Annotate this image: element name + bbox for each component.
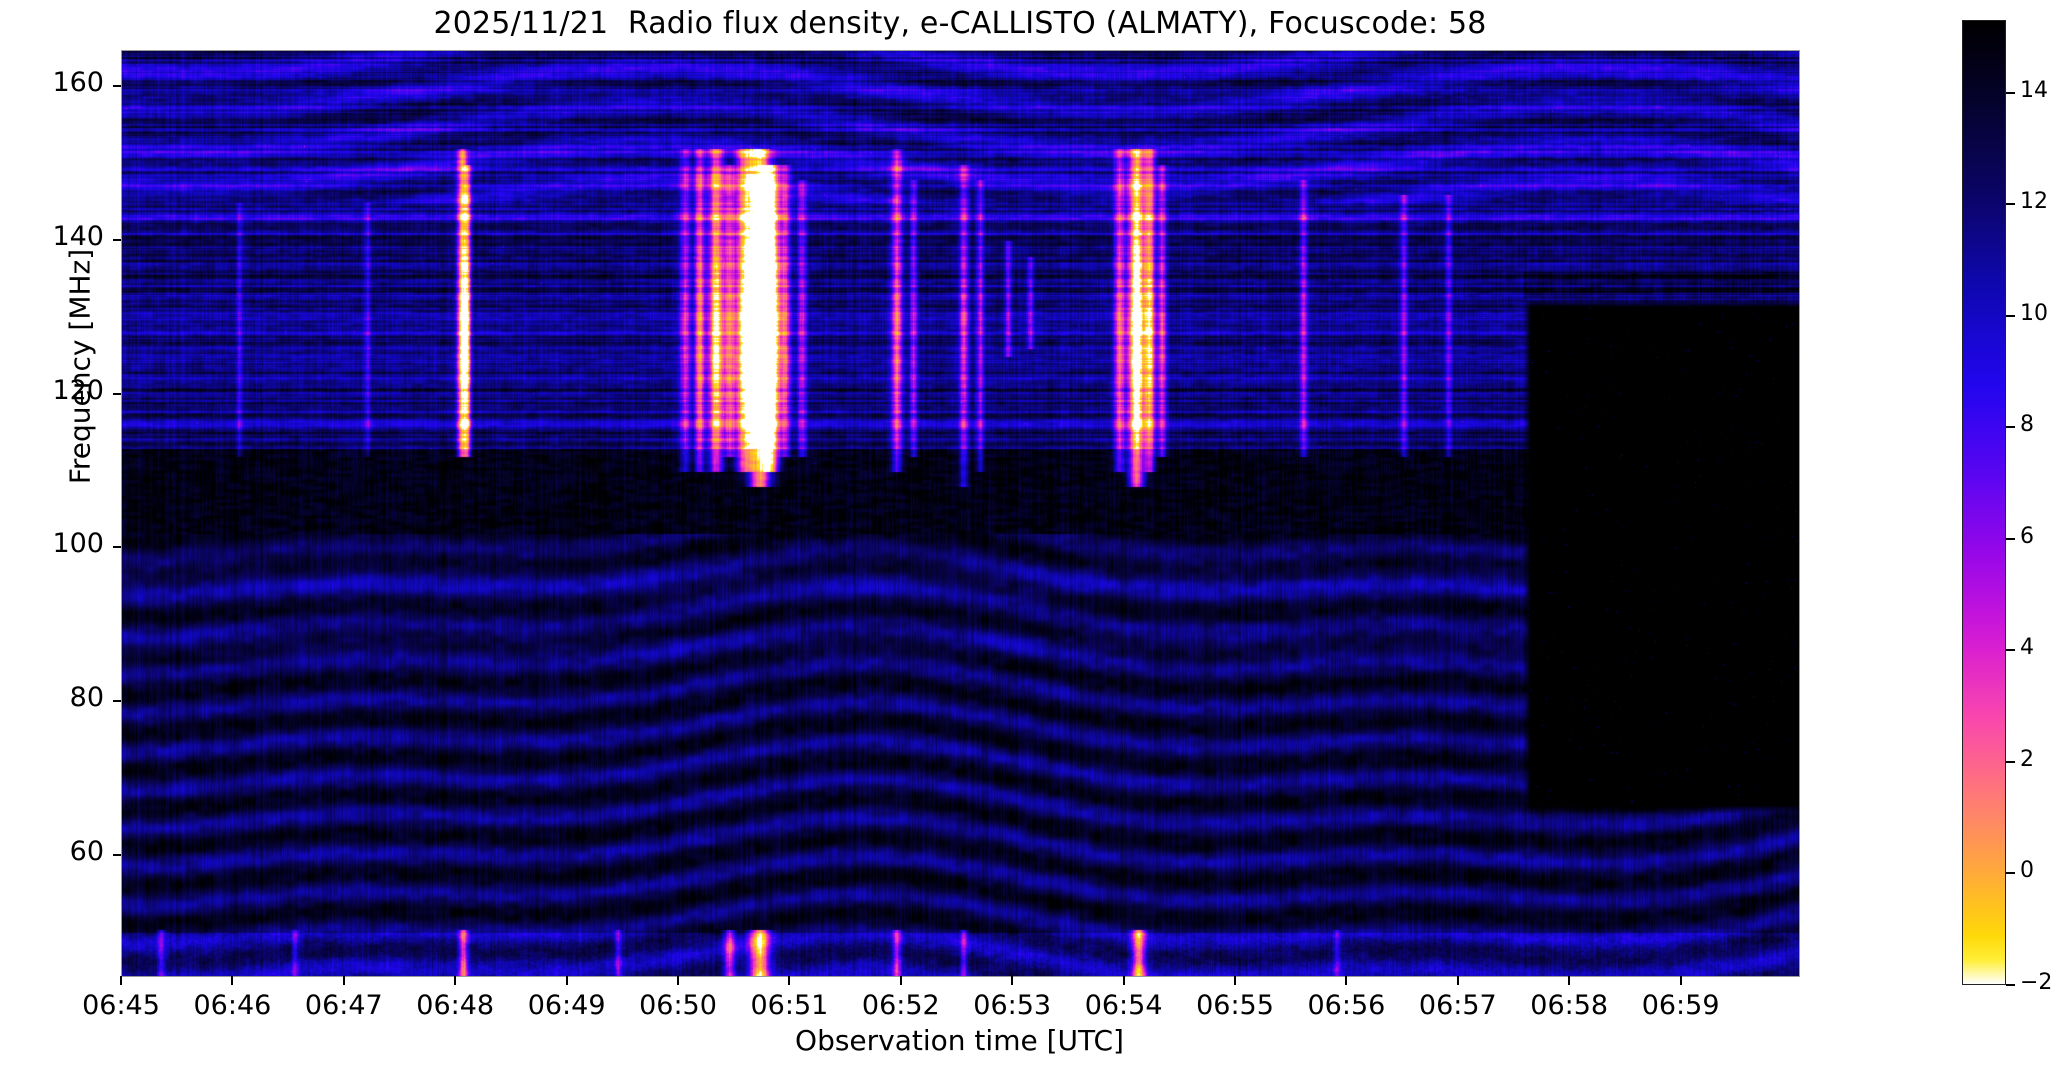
x-tick-mark [120, 976, 122, 985]
y-tick-mark [113, 700, 121, 703]
y-tick-label: 100 [52, 528, 104, 560]
colorbar-tick-label: −2 [2020, 970, 2053, 995]
colorbar [1962, 20, 2006, 985]
colorbar-tick-label: 0 [2020, 858, 2034, 884]
x-tick-label: 06:59 [1641, 990, 1720, 1021]
colorbar-tick-mark [2006, 760, 2015, 763]
colorbar-tick-label: 2 [2020, 746, 2034, 772]
x-tick-label: 06:51 [750, 990, 829, 1021]
x-tick-mark [342, 976, 345, 985]
x-tick-label: 06:47 [304, 990, 383, 1021]
colorbar-gradient [1962, 20, 2006, 985]
page-title: 2025/11/21 Radio flux density, e-CALLIST… [433, 6, 1487, 41]
x-tick-mark [1456, 976, 1459, 985]
x-tick-mark [677, 976, 679, 985]
x-tick-label: 06:48 [416, 990, 495, 1021]
x-tick-mark [899, 976, 902, 985]
x-tick-label: 06:58 [1530, 990, 1609, 1021]
x-tick-mark [1345, 976, 1348, 985]
plot-area[interactable] [121, 50, 1800, 977]
x-tick-label: 06:56 [1307, 990, 1386, 1021]
colorbar-tick-mark [2006, 537, 2015, 540]
colorbar-tick-label: 12 [2020, 189, 2048, 215]
x-tick-mark [231, 976, 234, 985]
colorbar-tick-mark [2006, 203, 2015, 206]
y-tick-label: 80 [69, 682, 104, 714]
colorbar-tick-mark [2006, 426, 2015, 429]
x-tick-mark [1011, 976, 1014, 985]
colorbar-tick-label: 10 [2020, 300, 2048, 326]
colorbar-tick-label: 14 [2020, 77, 2048, 103]
y-tick-label: 60 [69, 836, 104, 868]
colorbar-tick-label: 8 [2020, 412, 2034, 438]
x-tick-mark [454, 976, 457, 985]
x-tick-label: 06:46 [193, 990, 272, 1021]
x-tick-mark [1679, 976, 1682, 985]
y-tick-mark [113, 392, 121, 395]
x-tick-label: 06:54 [1084, 990, 1163, 1021]
y-tick-mark [113, 85, 121, 88]
x-tick-mark [788, 976, 791, 985]
colorbar-tick-label: 4 [2020, 635, 2034, 661]
x-tick-label: 06:49 [527, 990, 606, 1021]
colorbar-tick-mark [2006, 314, 2015, 317]
colorbar-tick-label: 6 [2020, 523, 2034, 549]
colorbar-tick-mark [2006, 91, 2015, 94]
x-tick-mark [1234, 976, 1236, 985]
x-tick-mark [1568, 976, 1571, 985]
x-tick-label: 06:45 [82, 990, 160, 1021]
x-tick-label: 06:55 [1196, 990, 1274, 1021]
x-tick-mark [1122, 976, 1125, 985]
x-tick-label: 06:53 [973, 990, 1052, 1021]
colorbar-tick-mark [2006, 872, 2015, 875]
colorbar-tick-mark [2006, 649, 2015, 652]
x-tick-label: 06:52 [861, 990, 940, 1021]
y-tick-mark [113, 238, 121, 241]
x-tick-mark [565, 976, 568, 985]
y-tick-label: 160 [52, 67, 104, 99]
y-tick-label: 140 [52, 220, 104, 252]
y-tick-mark [113, 546, 121, 549]
x-tick-label: 06:57 [1418, 990, 1497, 1021]
y-tick-mark [113, 854, 121, 857]
x-tick-label: 06:50 [639, 990, 717, 1021]
colorbar-tick-mark [2006, 984, 2015, 986]
x-axis-label: Observation time [UTC] [795, 1024, 1124, 1057]
y-tick-label: 120 [52, 374, 104, 406]
spectrogram-image [122, 51, 1799, 976]
